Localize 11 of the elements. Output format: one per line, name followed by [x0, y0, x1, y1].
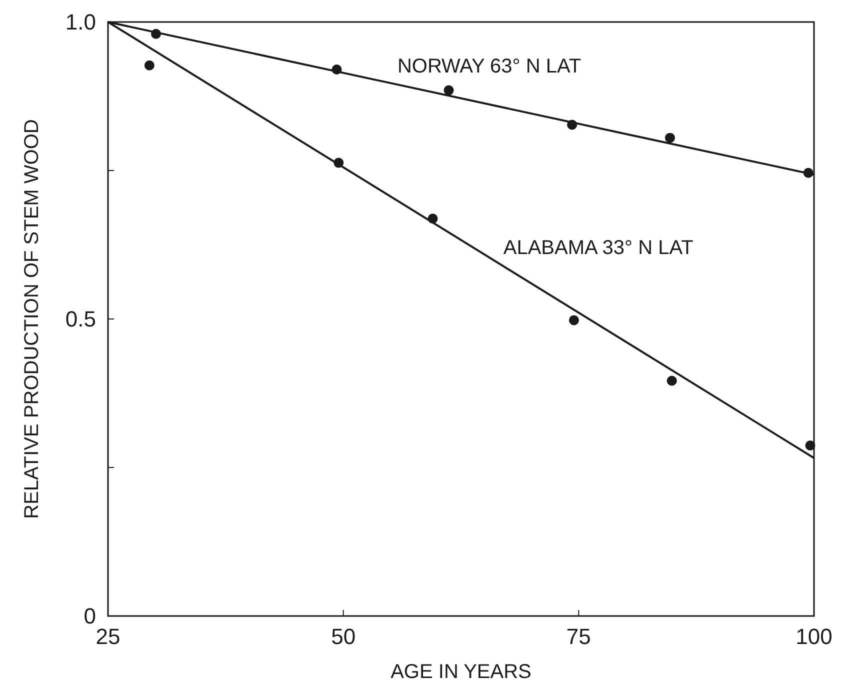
series-label: ALABAMA 33° N LAT: [503, 237, 694, 260]
x-tick-label: 75: [566, 624, 591, 649]
x-axis-title: AGE IN YEARS: [390, 661, 532, 683]
x-tick-label: 25: [96, 624, 120, 649]
y-tick-label: 0: [84, 604, 96, 629]
x-tick-label: 100: [796, 624, 832, 649]
series-label: NORWAY 63° N LAT: [397, 56, 582, 78]
y-tick-label: 0.5: [65, 306, 96, 332]
y-tick-label: 1.0: [65, 10, 96, 35]
y-axis-title: RELATIVE PRODUCTION OF STEM WOOD: [21, 119, 43, 519]
x-tick-label: 50: [331, 624, 356, 649]
